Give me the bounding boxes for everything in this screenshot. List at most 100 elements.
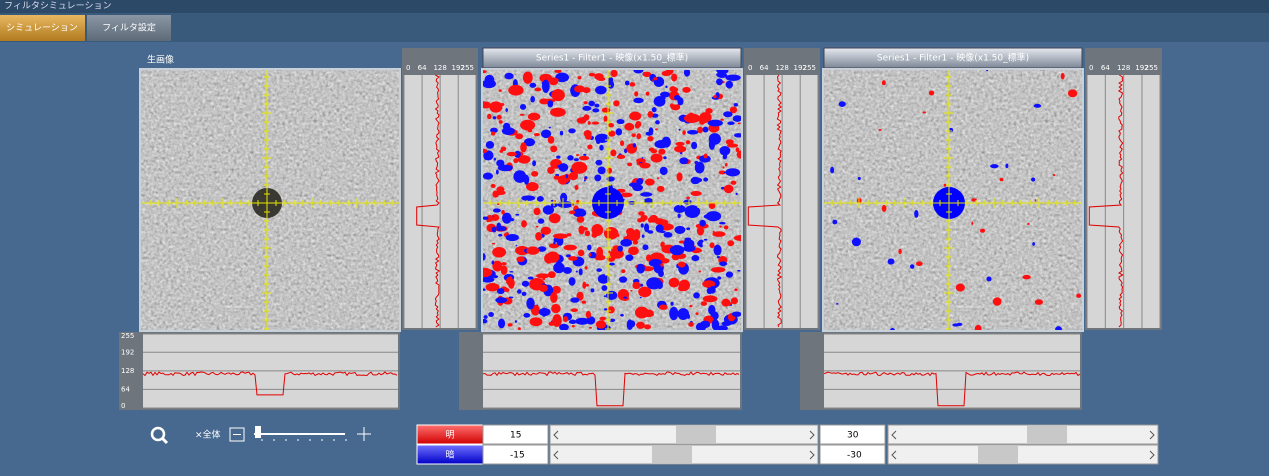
blob [688,322,694,327]
blob [498,89,502,92]
blob [1052,174,1056,177]
blob [716,73,720,77]
threshold-value[interactable]: 15 [510,431,521,441]
blob [489,101,503,113]
blob [505,234,519,242]
blob [529,82,537,88]
threshold-value[interactable]: 30 [847,431,859,441]
blob [696,226,705,236]
blob [550,292,558,304]
slider-thumb[interactable] [652,446,692,463]
blob [557,175,568,185]
blob [487,113,492,120]
blob [496,203,500,206]
blob [1034,299,1044,305]
slider-arrow[interactable] [553,450,559,460]
blob [683,199,692,205]
blob [703,153,708,159]
blob [1030,177,1036,182]
blob [593,121,597,125]
window-title: フィルタシミュレーション [4,1,111,12]
blob [573,207,578,210]
blob [520,119,536,131]
blob [571,324,575,328]
blob [485,283,500,292]
blob [483,276,495,283]
tab[interactable] [87,15,171,41]
blob [513,158,519,164]
blob [500,265,508,275]
blob [659,166,668,176]
threshold-input[interactable] [482,444,549,465]
threshold-slider[interactable] [887,444,1159,465]
slider-arrow[interactable] [809,450,815,460]
zoom-minus[interactable] [229,427,245,442]
blob [483,253,486,261]
blob [587,121,591,125]
slider-arrow[interactable] [553,430,559,440]
profile-tick-label: 128 [121,367,134,375]
blob [490,127,498,133]
blob [723,152,728,157]
blob [711,319,720,330]
blob [591,224,604,237]
blob [699,244,703,248]
blob [599,316,607,321]
slider-arrow[interactable] [809,430,815,440]
threshold-input[interactable] [482,424,549,445]
blob [521,220,527,228]
blob [578,225,585,235]
tab-label[interactable]: シミュレーション [6,24,78,34]
blob [700,320,711,329]
zoom-icon[interactable] [150,426,166,442]
threshold-value[interactable]: -15 [510,451,525,461]
blob [495,169,499,175]
slider-arrow[interactable] [891,430,897,440]
slider-thumb[interactable] [1027,426,1067,443]
blob [658,269,664,278]
slider-arrow[interactable] [1149,450,1155,460]
blob [570,297,580,303]
tab[interactable] [0,15,85,41]
blob [1076,293,1082,298]
blob [619,276,628,283]
blob [607,306,615,314]
zoom-thumb[interactable] [255,426,261,438]
threshold-slider[interactable] [887,424,1159,445]
blob [516,256,525,263]
blob [492,264,498,268]
blob [483,288,486,291]
blob [687,130,699,135]
blob [518,327,521,330]
blob [610,70,618,78]
blob [621,269,626,274]
tab-label[interactable]: フィルタ設定 [102,22,156,34]
blob [617,245,623,252]
blob [534,87,542,92]
blob [735,147,740,153]
blob [567,155,574,161]
blob [643,198,654,204]
blob [632,143,637,148]
blob [515,244,518,247]
threshold-value[interactable]: -30 [847,451,862,461]
blob [679,157,689,165]
threshold-input[interactable] [819,444,886,465]
blob [594,103,600,108]
blob [565,254,571,258]
profile-tick-label: 192 [794,64,807,72]
blob [548,126,551,129]
slider-thumb[interactable] [676,426,716,443]
slider-arrow[interactable] [1149,430,1155,440]
blob [607,250,611,254]
blob [698,270,702,273]
blob [514,150,521,158]
slider-thumb[interactable] [978,446,1018,463]
threshold-input[interactable] [819,424,886,445]
blob [616,154,626,160]
slider-arrow[interactable] [891,450,897,460]
blob [574,85,585,93]
blob [974,324,982,330]
blob [553,233,568,239]
blob [651,107,657,113]
